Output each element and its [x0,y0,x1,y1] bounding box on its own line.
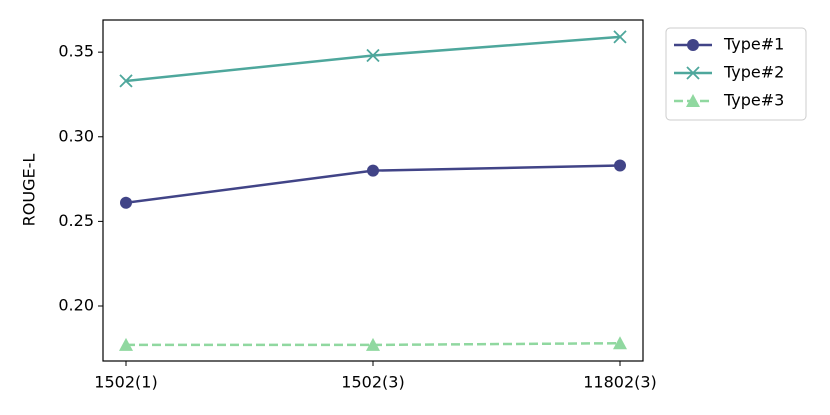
series-line [125,35,621,83]
marker [614,159,626,172]
y-tick-label: 0.20 [58,296,94,315]
legend-label: Type#3 [723,91,784,110]
legend-box [665,27,807,121]
x-tick-label: 1502(3) [341,373,404,392]
marker [613,30,627,44]
marker [119,74,133,88]
y-tick-label: 0.35 [58,42,94,61]
marker [366,48,380,63]
marker [367,164,379,177]
marker [687,39,699,51]
legend-label: Type#1 [723,35,784,54]
x-tick-label: 1502(1) [94,373,157,392]
y-tick-label: 0.30 [58,126,94,145]
x-tick-label: 11802(3) [583,373,657,392]
y-axis-label: ROUGE-L [20,154,39,227]
marker [119,337,133,351]
y-tick-label: 0.25 [58,211,94,230]
marker [366,337,380,351]
marker [686,66,700,80]
marker [613,336,627,350]
legend-label: Type#2 [723,63,784,82]
marker [686,94,700,107]
marker [120,196,132,209]
plot-frame [102,19,644,362]
